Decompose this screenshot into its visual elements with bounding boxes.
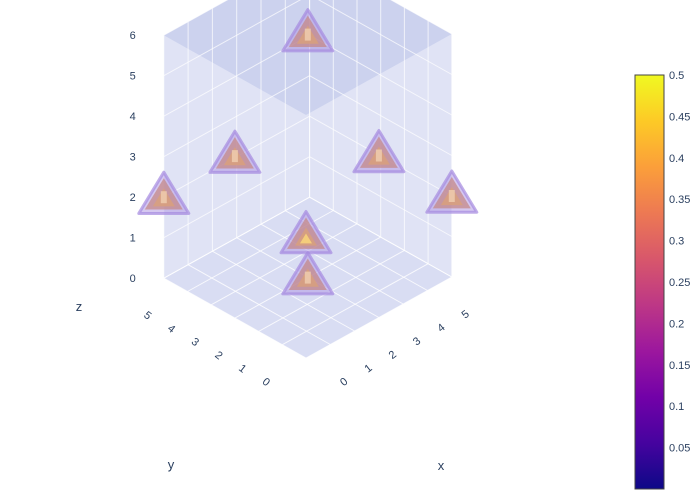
gridline-wall-z [163, 0, 229, 36]
z-tick-label: 5 [130, 71, 136, 83]
scene-gridlines [163, 0, 453, 359]
volume-blob-upper-right [352, 129, 406, 174]
blob-highlight [375, 149, 382, 162]
colorbar-tick-label: 0.25 [669, 277, 690, 289]
x-tick-label: 1 [362, 362, 374, 375]
x-tick-label: 3 [411, 335, 423, 348]
colorbar-tick-label: 0.4 [669, 153, 684, 165]
colorbar-tick-label: 0.2 [669, 318, 684, 330]
gridline-wall-z [390, 0, 453, 35]
colorbar-tick-label: 0.35 [669, 194, 690, 206]
z-tick-label: 1 [130, 233, 136, 245]
z-tick-label: 2 [130, 192, 136, 204]
gridline-floor-x [309, 196, 453, 278]
x-tick-label: 5 [460, 308, 472, 321]
gridline-floor-y [163, 196, 310, 279]
z-tick-label: 3 [130, 152, 136, 164]
y-tick-label: 3 [189, 336, 201, 349]
z-tick-label: 6 [130, 30, 136, 42]
ceiling-z-max [163, 0, 452, 115]
y-tick-label: 2 [212, 349, 224, 362]
volume-blob-lower-right [425, 169, 479, 214]
x-tick-label: 2 [387, 349, 399, 362]
volume-blob-top [281, 8, 335, 53]
x-tick-label: 4 [435, 322, 447, 335]
y-tick-label: 5 [141, 309, 153, 322]
blob-highlight [304, 271, 311, 284]
colorbar-tick-label: 0.15 [669, 360, 690, 372]
blob-highlight [231, 150, 238, 163]
colorbar-tick-label: 0.05 [669, 443, 690, 455]
colorbar-tick-label: 0.45 [669, 111, 690, 123]
z-tick-label: 0 [130, 273, 136, 285]
z-tick-label: 4 [130, 111, 136, 123]
y-tick-label: 4 [165, 323, 177, 336]
z-axis-title: z [76, 299, 83, 314]
y-axis-title: y [168, 457, 175, 472]
wall-x-min [163, 35, 306, 358]
colorbar-tick-label: 0.3 [669, 236, 684, 248]
colorbar-gradient [634, 74, 665, 490]
blob-highlight [448, 190, 455, 202]
x-tick-label: 0 [338, 376, 350, 389]
volume-blob-bottom [281, 251, 335, 296]
volume-blobs [137, 8, 479, 296]
colorbar-tick-label: 0.5 [669, 70, 684, 82]
volume-blob-lower-left [137, 170, 191, 215]
blob-core [300, 233, 312, 244]
colorbar: 0.05 0.1 0.15 0.2 0.25 0.3 0.35 0.4 0.45 0.5 [634, 70, 690, 490]
y-tick-label: 0 [260, 376, 272, 389]
volume-blob-upper-left [208, 129, 262, 174]
colorbar-tick-label: 0.1 [669, 401, 684, 413]
x-axis-title: x [438, 458, 445, 473]
blob-highlight [304, 28, 311, 41]
y-tick-label: 1 [236, 362, 248, 375]
blob-highlight [160, 191, 167, 204]
